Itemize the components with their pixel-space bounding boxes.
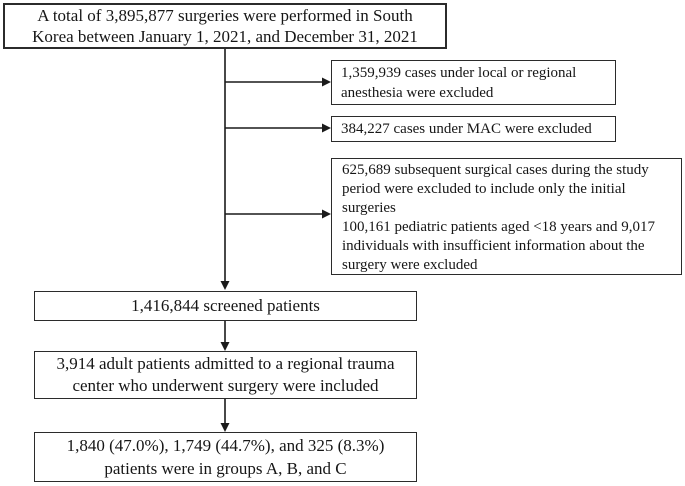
included-patients-box: 3,914 adult patients admitted to a regio… (34, 351, 417, 399)
box-text-line: period were excluded to include only the… (342, 180, 626, 197)
box-text-line: center who underwent surgery were includ… (72, 376, 379, 395)
box-text-line: 1,840 (47.0%), 1,749 (44.7%), and 325 (8… (66, 436, 385, 455)
exclusion-mac-box: 384,227 cases under MAC were excluded (331, 116, 616, 142)
box-text-line: Korea between January 1, 2021, and Decem… (32, 27, 418, 46)
box-text-line: patients were in groups A, B, and C (104, 459, 347, 478)
arrow-branch-subsequent (225, 209, 331, 219)
screened-patients-box: 1,416,844 screened patients (34, 291, 417, 321)
arrow-included-to-groups (220, 399, 230, 432)
total-surgeries-box: A total of 3,895,877 surgeries were perf… (3, 3, 447, 49)
box-text-line: 3,914 adult patients admitted to a regio… (56, 354, 395, 373)
box-text-line: surgery were excluded (342, 256, 478, 273)
box-text-line: individuals with insufficient informatio… (342, 237, 645, 254)
exclusion-local-regional-box: 1,359,939 cases under local or regional … (331, 60, 616, 105)
box-text-line: 384,227 cases under MAC were excluded (341, 121, 592, 137)
arrow-branch-local-regional (225, 77, 331, 87)
box-text-line: anesthesia were excluded (341, 85, 494, 101)
arrow-branch-mac (225, 123, 331, 133)
box-text-line: 625,689 subsequent surgical cases during… (342, 162, 649, 178)
box-text-line: 1,359,939 cases under local or regional (341, 65, 577, 81)
arrow-screened-to-included (220, 321, 230, 351)
exclusion-subsequent-box: 625,689 subsequent surgical cases during… (331, 158, 682, 275)
box-text-line: 1,416,844 screened patients (131, 296, 320, 315)
box-text-line: surgeries (342, 199, 396, 216)
box-text-line: A total of 3,895,877 surgeries were perf… (37, 6, 413, 25)
box-text-line: 100,161 pediatric patients aged <18 year… (342, 218, 655, 235)
arrow-main-vertical (220, 49, 230, 290)
groups-distribution-box: 1,840 (47.0%), 1,749 (44.7%), and 325 (8… (34, 432, 417, 482)
